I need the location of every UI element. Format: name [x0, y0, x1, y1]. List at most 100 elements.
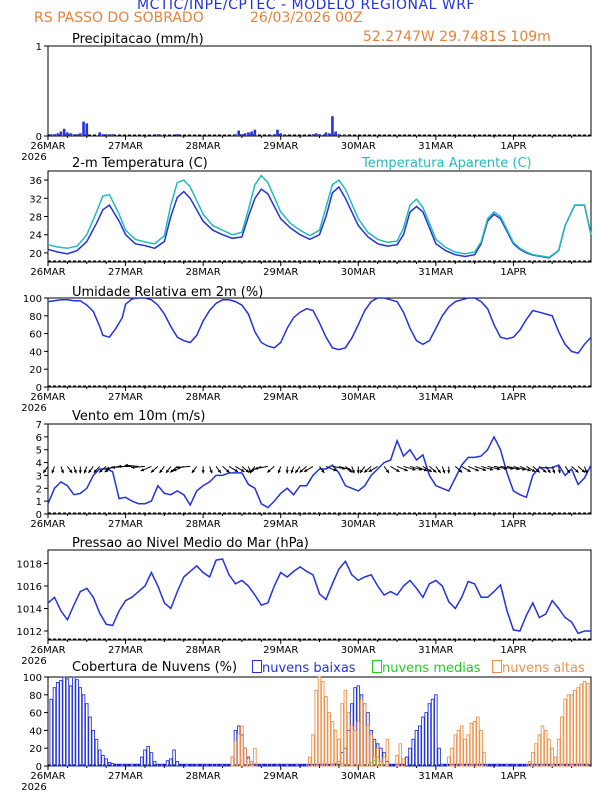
- wind-vector-head: [404, 468, 408, 472]
- clouds-bar: [576, 687, 580, 767]
- wind-vector-head: [226, 469, 230, 473]
- clouds-bar: [278, 763, 283, 767]
- precip-bar: [82, 121, 85, 136]
- clouds-bar: [139, 756, 144, 767]
- clouds-bar: [379, 761, 383, 767]
- wind-vector-head: [321, 469, 325, 474]
- wind-vector-arrow: [42, 466, 49, 474]
- clouds-bar: [269, 763, 273, 767]
- x-tick-label: 30MAR: [341, 392, 376, 403]
- precip-bar: [237, 130, 240, 136]
- panel-temp: 20 24 28 32 36 26MAR 27MAR 28MAR 29MAR 30MAR 31MAR…: [29, 170, 592, 278]
- wind-vector-head: [131, 465, 135, 470]
- precip-bar: [318, 134, 321, 136]
- precip-bar: [253, 129, 257, 136]
- clouds-bar: [514, 763, 519, 767]
- clouds-bar: [359, 698, 364, 767]
- wind-vector-head: [527, 468, 531, 472]
- wind-vector-arrow: [447, 466, 451, 474]
- wind-vector-arrow: [299, 466, 307, 473]
- wind-vector-head: [396, 468, 400, 472]
- clouds-bar: [540, 725, 545, 767]
- clouds-bar: [498, 763, 503, 767]
- x-tick-label: 31MAR: [418, 392, 453, 403]
- wind-vector-arrow: [480, 465, 494, 471]
- clouds-bar: [343, 689, 348, 767]
- clouds-bar: [165, 760, 170, 767]
- clouds-bar: [421, 716, 425, 767]
- clouds-bar: [230, 756, 234, 767]
- panel-rh: 0 20 40 60 80 100 26MAR 27MAR 28MAR 29MAR 30MAR 31M…: [21, 294, 592, 414]
- wind-vector-arrow: [140, 465, 152, 472]
- y-tick-label: 20: [29, 744, 42, 755]
- wind-vector-arrow: [165, 466, 172, 474]
- wind-vector-arrow: [454, 466, 463, 473]
- clouds-bar: [204, 763, 209, 767]
- clouds-bar: [466, 734, 470, 767]
- clouds-bar: [544, 729, 548, 767]
- clouds-bar: [243, 747, 247, 767]
- clouds-bar: [291, 763, 296, 767]
- y-tick-label: 0: [36, 383, 42, 394]
- clouds-bar: [198, 763, 202, 767]
- x-tick-label: 29MAR: [263, 141, 298, 152]
- clouds-bar: [136, 763, 141, 767]
- precip-bar: [66, 132, 69, 136]
- clouds-bar: [97, 749, 102, 767]
- wind-vector-arrow: [235, 465, 245, 473]
- wind-vector-arrow: [403, 465, 416, 471]
- wind-vector-arrow: [159, 466, 165, 474]
- precip-bar: [69, 133, 72, 136]
- x-tick-label: 30MAR: [341, 267, 376, 278]
- wind-vector-arrow: [241, 466, 250, 473]
- clouds-bar: [582, 681, 587, 767]
- wind-vector-head: [447, 470, 451, 474]
- clouds-bar: [314, 689, 319, 767]
- wind-vector-head: [267, 469, 271, 473]
- wind-vector-head: [348, 469, 353, 473]
- wind-vector-head: [176, 465, 180, 470]
- wind-vector-arrow: [571, 466, 579, 473]
- panel-frame: [47, 45, 592, 137]
- wind-vector-head: [78, 470, 82, 474]
- wind-vector-arrow: [209, 466, 213, 474]
- clouds-bar: [489, 763, 493, 767]
- wind-vector-head: [290, 469, 294, 474]
- clouds-bar: [375, 747, 380, 767]
- wind-vector-head: [170, 469, 174, 473]
- clouds-bar: [233, 740, 238, 767]
- clouds-bar: [272, 763, 277, 767]
- y-tick-label: 5: [36, 446, 42, 457]
- y-tick-label: 36: [29, 176, 42, 187]
- year-label: 2026: [21, 656, 46, 667]
- clouds-bar: [75, 679, 79, 767]
- wind-vector-arrow: [461, 465, 471, 473]
- wind-vector-arrow: [487, 465, 501, 471]
- year-label: 2026: [21, 152, 46, 163]
- wind-vector-head: [531, 468, 536, 472]
- clouds-bar: [162, 763, 167, 767]
- wind-vector-head: [118, 464, 122, 469]
- precip-bar: [279, 133, 283, 136]
- clouds-bar: [518, 763, 522, 767]
- clouds-bar: [392, 763, 396, 767]
- wind-vector-head: [385, 469, 389, 474]
- clouds-bar: [569, 694, 574, 767]
- clouds-bar: [127, 763, 131, 767]
- clouds-bar: [472, 721, 477, 767]
- clouds-bar: [220, 763, 225, 767]
- clouds-bar: [308, 756, 312, 767]
- wind-vector-head: [245, 469, 249, 473]
- x-tick-label: 30MAR: [341, 519, 376, 530]
- legend-high-clouds: nuvens altas: [492, 660, 585, 676]
- wind-vector-head: [191, 469, 196, 474]
- x-tick-label: 1APR: [500, 141, 526, 152]
- clouds-bar: [110, 762, 115, 767]
- wind-vector-arrow: [359, 466, 366, 474]
- clouds-bar: [369, 734, 373, 767]
- clouds-bar: [227, 763, 231, 767]
- wind-vector-head: [43, 469, 47, 474]
- precip-bar: [85, 123, 89, 136]
- x-tick-label: 27MAR: [108, 771, 143, 782]
- clouds-bar: [304, 763, 309, 767]
